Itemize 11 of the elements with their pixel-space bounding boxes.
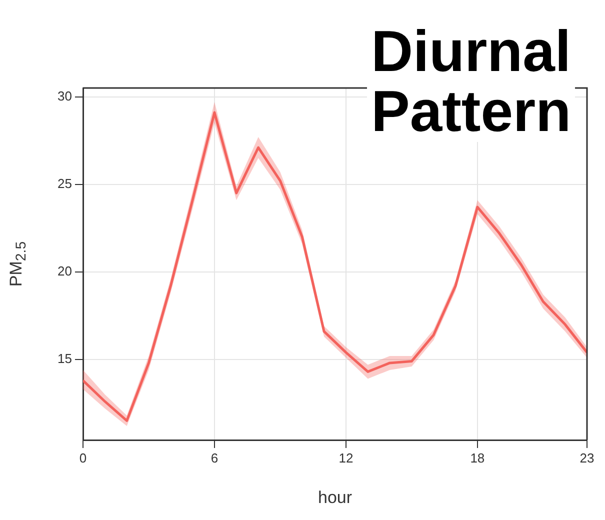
- x-tick-label: 12: [338, 450, 354, 466]
- x-axis-title: hour: [316, 488, 354, 508]
- y-tick-label: 30: [58, 88, 72, 104]
- x-tick-label: 23: [580, 450, 594, 466]
- y-tick-label: 20: [58, 263, 72, 278]
- chart-title: Diurnal Pattern: [367, 19, 575, 144]
- x-tick-label: 0: [79, 450, 87, 466]
- x-tick-label: 6: [210, 450, 218, 466]
- y-tick-label: 25: [58, 176, 72, 191]
- x-tick-label: 18: [470, 450, 485, 466]
- y-tick-label: 15: [58, 351, 72, 366]
